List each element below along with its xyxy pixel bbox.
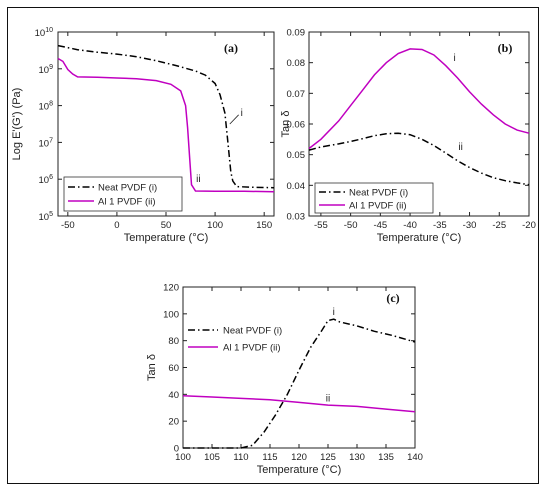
panel-c-x-tick-label: 130 bbox=[349, 452, 365, 463]
panel-c-y-tick-label: 20 bbox=[168, 417, 179, 428]
panel-a-y-tick-label: 105 bbox=[39, 211, 54, 223]
panel-b-series-2-line bbox=[308, 48, 530, 150]
panel-c-y-tick-label: 100 bbox=[163, 309, 179, 320]
panel-b-y-tick-label: 0.07 bbox=[287, 89, 306, 100]
panel-a-x-tick-label: 100 bbox=[207, 220, 223, 231]
panel-c-x-tick-label: 105 bbox=[204, 452, 220, 463]
panel-b-legend-label: Neat PVDF (i) bbox=[349, 188, 408, 199]
panel-b-x-axis-title: Temperature (°C) bbox=[377, 232, 461, 244]
panel-c-x-axis-title: Temperature (°C) bbox=[257, 464, 341, 476]
panel-c-annotation-i: i bbox=[333, 307, 335, 318]
panel-b-x-tick-label: -55 bbox=[314, 220, 328, 231]
panel-a-annotation-ii: ii bbox=[196, 174, 200, 185]
panel-a-annotation-i: i bbox=[241, 108, 243, 119]
panel-a-legend-label: Al 1 PVDF (ii) bbox=[98, 197, 156, 208]
panel-a-series-2-line bbox=[57, 57, 275, 193]
panel-c-plot-frame bbox=[182, 286, 416, 449]
panel-a-x-tick-label: 150 bbox=[256, 220, 272, 231]
panel-b-annotation-ii: ii bbox=[458, 142, 462, 153]
panel-c-y-tick-label: 80 bbox=[168, 336, 179, 347]
panel-a-legend-label: Neat PVDF (i) bbox=[98, 183, 157, 194]
panel-b-legend-label: Al 1 PVDF (ii) bbox=[349, 201, 407, 212]
figure-frame bbox=[7, 7, 539, 484]
panel-c-x-tick-label: 125 bbox=[320, 452, 336, 463]
panel-c-y-tick-label: 40 bbox=[168, 390, 179, 401]
panel-a-y-tick-label: 1010 bbox=[35, 27, 53, 39]
panel-c-x-tick-label: 140 bbox=[407, 452, 423, 463]
panel-c-annotation-ii: ii bbox=[326, 394, 330, 405]
panel-b-y-axis-title: Tan δ bbox=[280, 111, 292, 138]
panel-c-x-tick-label: 110 bbox=[233, 452, 248, 463]
panel-b-y-tick-label: 0.06 bbox=[287, 120, 306, 131]
panel-b-annotation-i: i bbox=[454, 53, 456, 64]
panel-b-y-tick-label: 0.03 bbox=[287, 212, 306, 223]
panel-b-x-tick-label: -35 bbox=[433, 220, 447, 231]
panel-b-y-tick-label: 0.08 bbox=[287, 58, 306, 69]
panel-a-x-axis-title: Temperature (°C) bbox=[124, 232, 208, 244]
panel-c-y-axis-title: Tan δ bbox=[146, 354, 158, 381]
panel-c-series-2-line bbox=[182, 394, 416, 413]
panel-a-legend-box bbox=[63, 176, 183, 212]
panel-c-legend-label: Neat PVDF (i) bbox=[223, 326, 282, 337]
panel-a-x-tick-label: 50 bbox=[161, 220, 172, 231]
panel-b-y-tick-label: 0.05 bbox=[287, 150, 306, 161]
panel-c-x-tick-label: 115 bbox=[262, 452, 277, 463]
panel-a-annotation-i-leader bbox=[229, 114, 239, 125]
panel-b-x-tick-label: -40 bbox=[403, 220, 417, 231]
panel-b-x-tick-label: -45 bbox=[373, 220, 387, 231]
panel-a-y-tick-label: 106 bbox=[39, 174, 54, 186]
panel-b-x-tick-label: -25 bbox=[492, 220, 506, 231]
panel-b-x-tick-label: -30 bbox=[463, 220, 477, 231]
panel-b-series-1-line bbox=[308, 132, 530, 186]
panel-a-label: (a) bbox=[224, 41, 238, 55]
panel-c-y-tick-label: 60 bbox=[168, 363, 179, 374]
panel-c-x-tick-label: 100 bbox=[175, 452, 191, 463]
panel-c-y-tick-label: 0 bbox=[174, 444, 179, 455]
panel-b-y-tick-label: 0.09 bbox=[287, 28, 306, 39]
panel-a-y-tick-label: 108 bbox=[39, 101, 54, 113]
panel-c-x-tick-label: 135 bbox=[378, 452, 394, 463]
panel-b-x-tick-label: -20 bbox=[522, 220, 536, 231]
panel-c-legend-label: Al 1 PVDF (ii) bbox=[223, 343, 281, 354]
panel-a-series-1-line bbox=[57, 44, 275, 189]
panel-b-label: (b) bbox=[498, 41, 513, 55]
panel-b-y-tick-label: 0.04 bbox=[287, 181, 306, 192]
panel-a-y-axis-title: Log E'(G') (Pa) bbox=[11, 88, 23, 161]
panel-a-y-tick-label: 107 bbox=[39, 137, 54, 149]
panel-b-x-tick-label: -50 bbox=[344, 220, 358, 231]
panel-c-y-tick-label: 120 bbox=[163, 283, 179, 294]
panel-a-y-tick-label: 109 bbox=[39, 64, 54, 76]
panel-c-x-tick-label: 120 bbox=[291, 452, 307, 463]
panel-a-x-tick-label: 0 bbox=[114, 220, 119, 231]
panel-c-label: (c) bbox=[386, 291, 399, 305]
panel-b-legend-box bbox=[314, 182, 434, 214]
panel-c-series-1-line bbox=[183, 318, 416, 449]
panel-a-x-tick-label: -50 bbox=[61, 220, 75, 231]
